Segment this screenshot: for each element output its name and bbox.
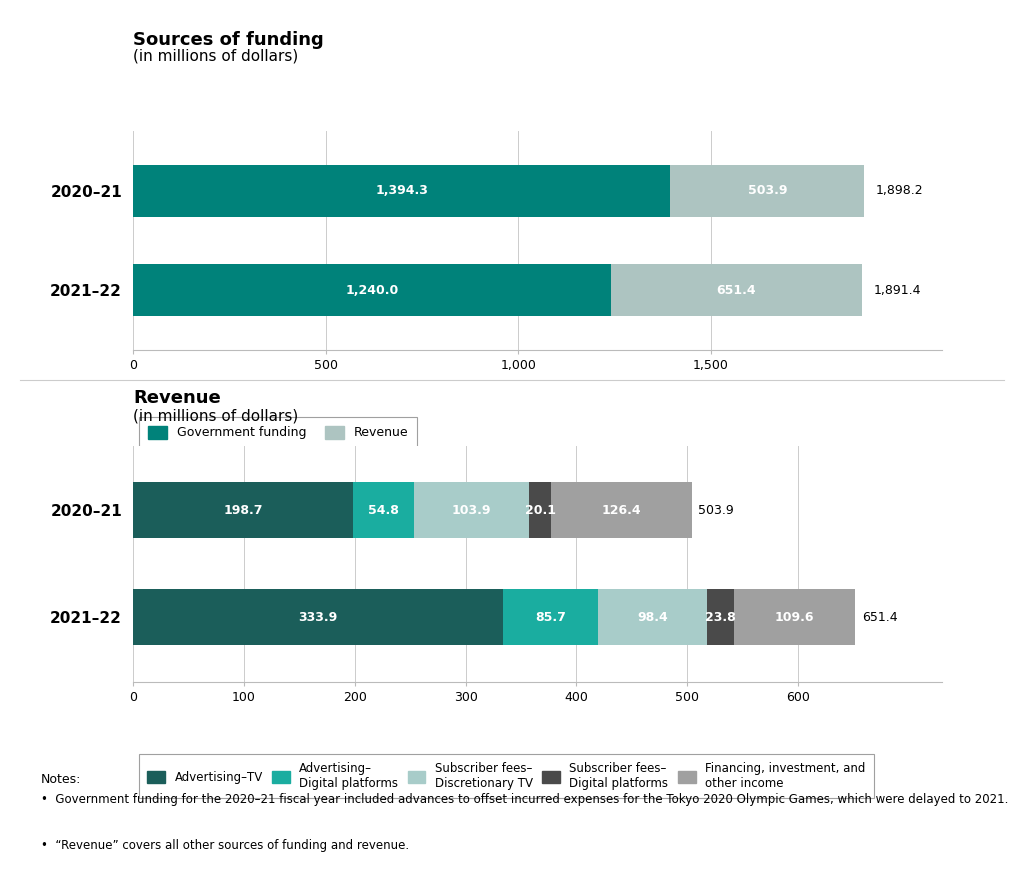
Text: 20.1: 20.1 [525,503,556,517]
Text: 23.8: 23.8 [705,611,735,624]
Bar [708,589,733,645]
Text: 54.8: 54.8 [369,503,399,517]
Text: 1,240.0: 1,240.0 [345,283,398,296]
Text: 98.4: 98.4 [637,611,668,624]
Text: •  “Revenue” covers all other sources of funding and revenue.: • “Revenue” covers all other sources of … [41,839,409,852]
Bar [503,589,598,645]
Text: 126.4: 126.4 [602,503,641,517]
Text: 651.4: 651.4 [717,283,756,296]
Text: Revenue: Revenue [133,389,221,407]
Text: 333.9: 333.9 [299,611,338,624]
Legend: Government funding, Revenue: Government funding, Revenue [139,417,417,448]
Bar [353,482,414,538]
Text: 1,394.3: 1,394.3 [375,184,428,198]
Text: 1,898.2: 1,898.2 [876,184,924,198]
Text: 503.9: 503.9 [748,184,787,198]
Text: Notes:: Notes: [41,773,81,787]
Text: Sources of funding: Sources of funding [133,31,324,49]
Text: 109.6: 109.6 [774,611,814,624]
Bar [598,589,708,645]
Text: (in millions of dollars): (in millions of dollars) [133,48,298,63]
Text: •  Government funding for the 2020–21 fiscal year included advances to offset in: • Government funding for the 2020–21 fis… [41,793,1009,806]
Bar [133,589,503,645]
Bar [610,264,862,316]
Text: 651.4: 651.4 [861,611,897,624]
Text: 198.7: 198.7 [223,503,263,517]
Bar [733,589,855,645]
Bar [133,482,353,538]
Text: 503.9: 503.9 [698,503,734,517]
Bar [552,482,691,538]
Text: 103.9: 103.9 [452,503,492,517]
Text: (in millions of dollars): (in millions of dollars) [133,408,298,423]
Bar [133,165,671,217]
Bar [529,482,552,538]
Bar [414,482,529,538]
Text: 1,891.4: 1,891.4 [873,283,921,296]
Text: 85.7: 85.7 [536,611,566,624]
Bar [671,165,864,217]
Legend: Advertising–TV, Advertising–
Digital platforms, Subscriber fees–
Discretionary T: Advertising–TV, Advertising– Digital pla… [139,753,873,798]
Bar [133,264,610,316]
